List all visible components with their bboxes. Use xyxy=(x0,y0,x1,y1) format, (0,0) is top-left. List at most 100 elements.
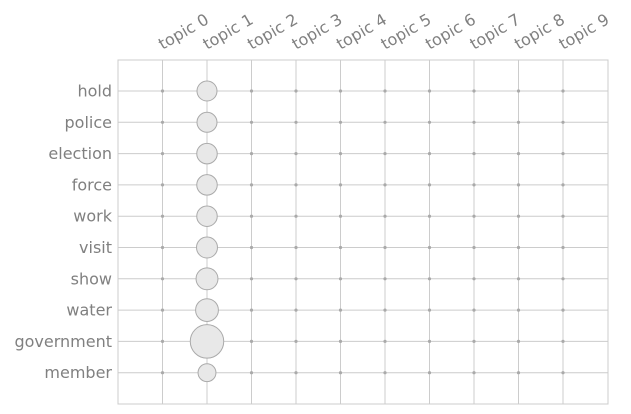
zero-dot xyxy=(516,89,521,93)
bubble xyxy=(189,324,225,359)
zero-dot xyxy=(249,120,254,124)
zero-dot xyxy=(338,89,343,93)
zero-dot xyxy=(516,120,521,124)
bubble xyxy=(196,142,218,165)
bubble xyxy=(196,111,218,133)
y-tick-label: visit xyxy=(79,238,112,257)
x-tick-label: topic 5 xyxy=(378,10,435,54)
zero-dot xyxy=(472,120,476,124)
zero-dot xyxy=(427,245,432,250)
zero-dot xyxy=(160,120,165,124)
zero-dot xyxy=(561,183,565,187)
zero-dot xyxy=(516,183,521,187)
zero-dot xyxy=(561,371,565,375)
zero-dot xyxy=(338,339,343,343)
zero-dot xyxy=(561,214,565,218)
zero-dot xyxy=(249,183,254,187)
zero-dot xyxy=(561,152,565,156)
x-tick-label: topic 2 xyxy=(244,10,301,54)
zero-dot xyxy=(294,214,298,218)
zero-dot xyxy=(516,214,521,218)
plot-frame xyxy=(117,59,609,405)
zero-dot xyxy=(160,214,165,218)
zero-dot xyxy=(249,277,254,281)
zero-dot xyxy=(427,214,432,218)
zero-dot xyxy=(338,183,343,187)
y-tick-label: work xyxy=(73,207,112,226)
zero-dot xyxy=(516,371,521,375)
zero-dot xyxy=(383,152,387,156)
y-tick-label: force xyxy=(72,175,112,194)
zero-dot xyxy=(249,152,254,156)
zero-dot xyxy=(472,214,476,218)
zero-dot xyxy=(383,308,387,312)
zero-dot xyxy=(160,371,165,375)
zero-dot xyxy=(160,308,165,312)
x-tick-label: topic 1 xyxy=(200,10,257,54)
zero-dot xyxy=(338,308,343,312)
zero-dot xyxy=(383,245,387,250)
zero-dot xyxy=(427,152,432,156)
zero-dot xyxy=(427,183,432,187)
y-tick-label: election xyxy=(48,144,112,163)
zero-dot xyxy=(427,308,432,312)
zero-dot xyxy=(472,371,476,375)
zero-dot xyxy=(383,214,387,218)
zero-dot xyxy=(294,89,298,93)
zero-dot xyxy=(338,120,343,124)
zero-dot xyxy=(383,277,387,281)
zero-dot xyxy=(294,371,298,375)
zero-dot xyxy=(561,245,565,250)
y-tick-label: show xyxy=(71,269,112,288)
zero-dot xyxy=(472,89,476,93)
bubble xyxy=(195,298,219,323)
zero-dot xyxy=(338,214,343,218)
zero-dot xyxy=(427,120,432,124)
zero-dot xyxy=(249,371,254,375)
zero-dot xyxy=(516,245,521,250)
bubble xyxy=(196,236,218,259)
x-tick-label: topic 3 xyxy=(289,10,346,54)
zero-dot xyxy=(561,89,565,93)
x-tick-label: topic 0 xyxy=(155,10,212,54)
zero-dot xyxy=(516,339,521,343)
y-tick-label: hold xyxy=(77,82,112,101)
zero-dot xyxy=(561,308,565,312)
zero-dot xyxy=(338,277,343,281)
zero-dot xyxy=(160,152,165,156)
zero-dot xyxy=(383,371,387,375)
zero-dot xyxy=(294,308,298,312)
zero-dot xyxy=(160,89,165,93)
zero-dot xyxy=(427,277,432,281)
zero-dot xyxy=(472,245,476,250)
zero-dot xyxy=(338,152,343,156)
zero-dot xyxy=(383,339,387,343)
bubbles xyxy=(189,80,225,383)
zero-dot xyxy=(294,152,298,156)
zero-dot xyxy=(338,245,343,250)
zero-dot xyxy=(338,371,343,375)
zero-markers xyxy=(160,89,565,375)
zero-dot xyxy=(427,371,432,375)
bubble xyxy=(195,267,219,291)
zero-dot xyxy=(294,339,298,343)
zero-dot xyxy=(160,183,165,187)
zero-dot xyxy=(249,245,254,250)
zero-dot xyxy=(472,308,476,312)
zero-dot xyxy=(516,277,521,281)
zero-dot xyxy=(294,120,298,124)
bubble xyxy=(197,363,217,383)
zero-dot xyxy=(160,277,165,281)
zero-dot xyxy=(472,183,476,187)
y-tick-label: member xyxy=(44,363,112,382)
x-tick-label: topic 4 xyxy=(333,10,390,54)
bubble xyxy=(196,80,218,102)
grid-lines xyxy=(118,60,608,404)
zero-dot xyxy=(294,183,298,187)
x-tick-label: topic 7 xyxy=(467,10,524,54)
zero-dot xyxy=(516,152,521,156)
zero-dot xyxy=(383,120,387,124)
y-tick-label: government xyxy=(14,332,112,351)
bubble xyxy=(196,174,218,196)
